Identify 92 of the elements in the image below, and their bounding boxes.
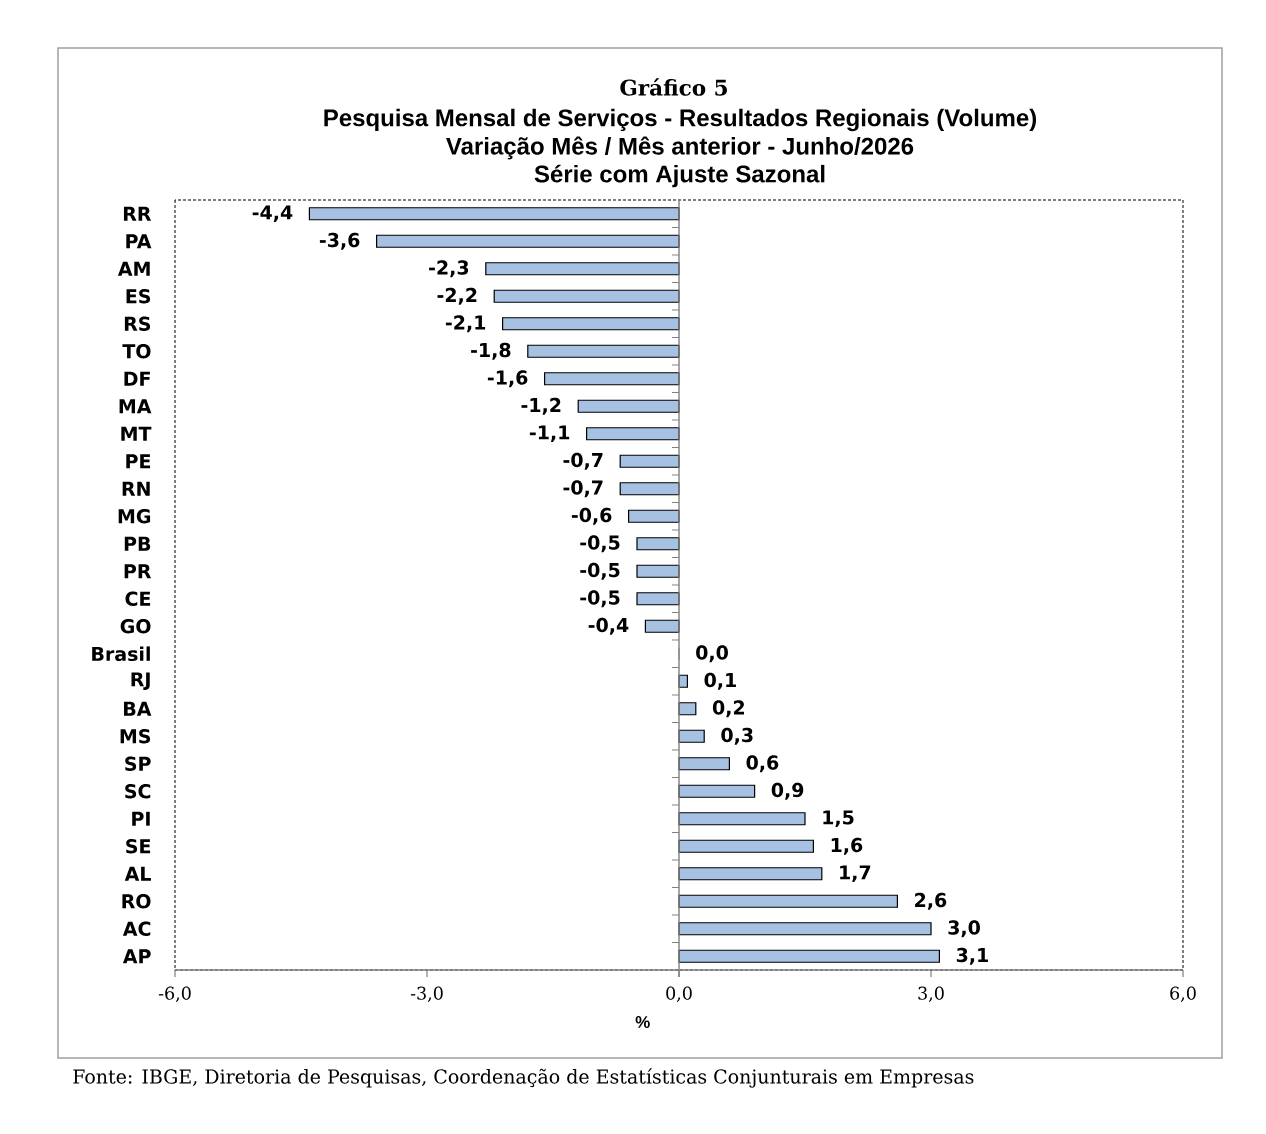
bar (619, 454, 680, 468)
y-tick-label: SP (125, 756, 151, 771)
x-tick-label: 0,0 (666, 986, 692, 1002)
data-label: -1,2 (521, 397, 561, 415)
data-label: 1,7 (840, 865, 871, 883)
bar (678, 757, 730, 771)
y-tick-label: PI (132, 811, 150, 826)
y-tick-label: PB (124, 536, 151, 551)
y-tick-label: PE (126, 454, 151, 469)
x-tick-label: -6,0 (158, 986, 191, 1002)
y-tick-label: RR (123, 206, 152, 221)
y-tick-label: RS (124, 316, 151, 331)
data-label: 0,6 (746, 755, 779, 773)
data-label: -0,7 (563, 452, 603, 470)
text: Variação Mês / Mês anterior - Junho/2026 (446, 136, 914, 160)
x-axis-title: % (635, 1016, 650, 1028)
data-label: 0,1 (704, 672, 736, 690)
y-tick-label: MA (119, 399, 152, 414)
chart-title: Gráfico 5 (620, 78, 727, 96)
y-tick-label: MS (120, 729, 151, 744)
bar (628, 509, 680, 523)
bar (636, 592, 680, 606)
bar (619, 482, 680, 496)
x-tick-label: -3,0 (410, 986, 443, 1002)
data-label: 0,0 (696, 645, 728, 663)
y-tick-label: GO (120, 619, 151, 634)
bar (678, 894, 898, 908)
y-tick-label: DF (124, 371, 150, 386)
data-label: 2,6 (915, 892, 947, 910)
y-tick-label: RN (122, 481, 150, 496)
y-tick-label: SE (126, 839, 151, 854)
bar (678, 949, 940, 963)
bar (577, 399, 680, 413)
data-label: -0,4 (588, 617, 629, 635)
y-tick-label: AC (122, 921, 151, 936)
x-tick-label: 6,0 (1170, 986, 1196, 1002)
data-label: -1,1 (529, 425, 570, 443)
bar (678, 839, 814, 853)
y-tick-label: BA (124, 701, 152, 716)
data-label: 1,5 (823, 810, 854, 828)
data-label: -0,7 (563, 480, 603, 498)
data-label: -3,6 (319, 232, 360, 250)
data-label: -1,8 (471, 342, 511, 360)
chart-subtitle: Pesquisa Mensal de Serviços - Resultados Regionais (Volume) (324, 108, 1037, 132)
y-tick-label: MG (118, 509, 151, 524)
bar (376, 234, 680, 248)
y-tick-label: ES (126, 289, 151, 304)
bar (493, 289, 680, 303)
y-tick-label: CE (125, 591, 151, 606)
data-label: -4,4 (252, 205, 293, 223)
data-label: 0,3 (721, 727, 753, 745)
y-tick-label: PA (126, 234, 152, 249)
bar (485, 262, 680, 276)
y-tick-label: RJ (131, 672, 150, 691)
y-tick-label: AP (122, 949, 151, 964)
bar (527, 344, 680, 358)
bar (678, 922, 932, 936)
data-label: -1,6 (487, 370, 528, 388)
data-label: 0,2 (712, 700, 745, 718)
bar (678, 729, 705, 743)
data-label: -0,5 (580, 590, 620, 608)
y-tick-label: SC (125, 784, 151, 799)
bar (678, 812, 806, 826)
y-tick-label: AM (117, 261, 150, 276)
bar (636, 537, 680, 551)
x-tick-label: 3,0 (918, 986, 944, 1002)
data-label: -2,2 (437, 287, 477, 305)
data-label: 0,9 (771, 782, 804, 800)
y-tick-label: RO (122, 894, 151, 909)
source-note: Fonte: IBGE, Diretoria de Pesquisas, Coordenação de Estatísticas Conjunturais em Empresas (73, 1068, 974, 1088)
data-label: -0,6 (571, 507, 612, 525)
data-label: 3,1 (956, 947, 988, 965)
y-tick-label: AL (124, 866, 151, 881)
bar (644, 619, 680, 633)
data-label: -2,3 (429, 260, 469, 278)
bar (636, 564, 680, 578)
bar (502, 317, 680, 331)
data-label: 3,0 (948, 920, 980, 938)
data-label: -0,5 (580, 535, 620, 553)
text: Série com Ajuste Sazonal (534, 164, 825, 188)
y-tick-label: MT (121, 426, 152, 441)
bar (586, 427, 680, 441)
y-tick-label: TO (122, 344, 151, 359)
data-label: 1,6 (831, 837, 863, 855)
bar (678, 867, 823, 881)
data-label: -2,1 (445, 315, 486, 333)
y-tick-label: Brasil (92, 646, 150, 662)
bar (308, 207, 680, 221)
data-label: -0,5 (580, 562, 620, 580)
bar (544, 372, 680, 386)
bar (678, 784, 756, 798)
y-tick-label: PR (124, 564, 152, 579)
